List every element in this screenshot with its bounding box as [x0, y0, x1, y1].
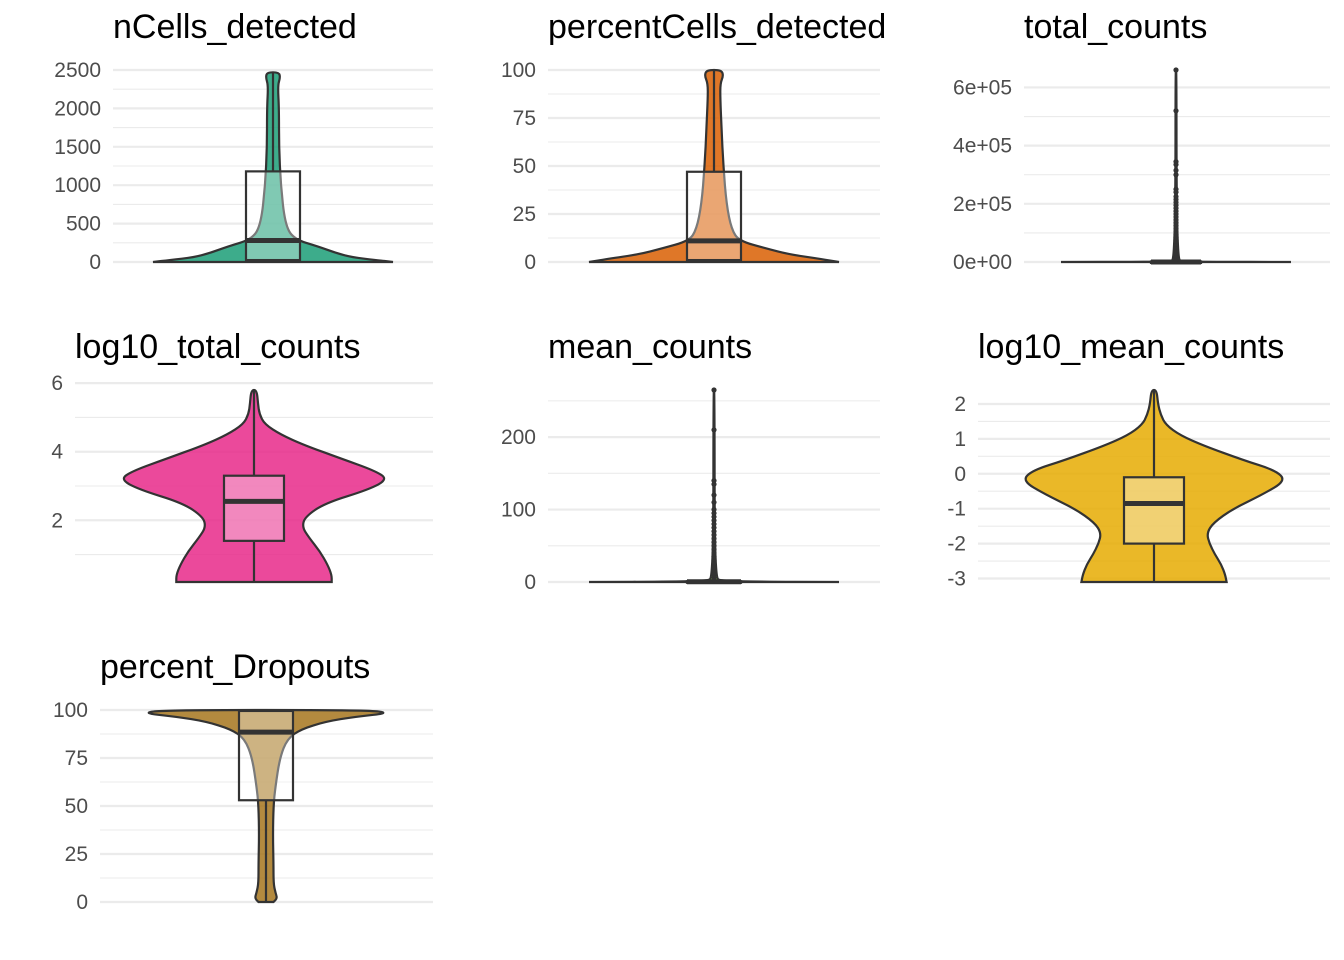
- outlier-point: [711, 550, 717, 556]
- outlier-point: [711, 577, 717, 583]
- y-tick-label: 2: [51, 509, 63, 532]
- outlier-point: [711, 427, 717, 433]
- outlier-point: [1173, 172, 1179, 178]
- y-tick-label: 100: [501, 499, 536, 522]
- panel-title: nCells_detected: [113, 8, 357, 46]
- panel-total-counts: 0e+00 2e+05 4e+05 6e+05 total_counts: [953, 8, 1330, 274]
- panel-log10-total-counts: 2 4 6 log10_total_counts: [51, 328, 433, 584]
- y-tick-label: 25: [65, 843, 88, 866]
- outlier-point: [711, 492, 717, 498]
- y-tick-label: -1: [947, 498, 966, 521]
- panel-title: percentCells_detected: [548, 8, 886, 46]
- outlier-point: [1173, 67, 1179, 73]
- y-tick-label: 75: [65, 747, 88, 770]
- outlier-point: [711, 539, 717, 545]
- y-tick-label: 2000: [54, 97, 101, 120]
- outlier-point: [1173, 108, 1179, 114]
- outlier-point: [1173, 167, 1179, 173]
- y-tick-label: 2500: [54, 59, 101, 82]
- box-iqr: [244, 170, 302, 262]
- y-tick-label: 4: [51, 441, 63, 464]
- y-tick-label: 1: [954, 428, 966, 451]
- y-tick-label: 0e+00: [953, 251, 1012, 274]
- box-iqr: [685, 170, 743, 262]
- outlier-point: [711, 557, 717, 563]
- outlier-point: [1173, 257, 1179, 263]
- outlier-point: [711, 535, 717, 542]
- y-tick-label: 50: [65, 795, 88, 818]
- y-tick-label: 50: [513, 155, 536, 178]
- y-tick-label: 0: [524, 571, 536, 594]
- panel-title: percent_Dropouts: [100, 648, 370, 686]
- y-tick-label: 6e+05: [953, 76, 1012, 99]
- outlier-point: [711, 506, 717, 513]
- box-iqr: [222, 474, 286, 542]
- outlier-point: [711, 525, 717, 531]
- y-tick-label: 0: [76, 891, 88, 914]
- y-tick-label: 75: [513, 107, 536, 130]
- outlier-point: [711, 517, 717, 524]
- outlier-point: [1173, 161, 1179, 168]
- y-tick-label: 0: [954, 463, 966, 486]
- panel-title: log10_total_counts: [75, 328, 360, 366]
- outlier-point: [711, 543, 717, 549]
- panel-percentcells-detected: 0 25 50 75 100 percentCells_detected: [501, 8, 886, 274]
- panel-percent-dropouts: 0 25 50 75 100 percent_Dropouts: [53, 648, 433, 914]
- panel-title: log10_mean_counts: [978, 328, 1284, 366]
- box-iqr: [237, 709, 295, 802]
- y-tick-label: 2e+05: [953, 193, 1012, 216]
- outlier-point: [711, 477, 717, 484]
- outlier-point: [711, 532, 717, 538]
- violin-shape: [122, 388, 386, 584]
- y-tick-label: 0: [89, 251, 101, 274]
- outlier-point: [711, 564, 717, 571]
- y-tick-label: 200: [501, 426, 536, 449]
- y-tick-label: 1000: [54, 174, 101, 197]
- y-tick-label: 100: [501, 59, 536, 82]
- outlier-point: [711, 481, 717, 487]
- box-iqr: [1122, 476, 1186, 545]
- outlier-point: [711, 499, 717, 505]
- y-tick-label: -3: [947, 568, 966, 591]
- outlier-point: [711, 546, 717, 552]
- y-tick-label: 0: [524, 251, 536, 274]
- y-tick-label: 1500: [54, 136, 101, 159]
- y-tick-label: 100: [53, 699, 88, 722]
- y-tick-label: 4e+05: [953, 135, 1012, 158]
- outlier-point: [711, 514, 717, 520]
- panel-mean-counts: 0 100 200 mean_counts: [501, 328, 880, 594]
- panel-title: total_counts: [1024, 8, 1207, 46]
- y-tick-label: -2: [947, 533, 966, 556]
- outlier-point: [711, 568, 717, 574]
- outlier-point: [711, 561, 717, 567]
- outlier-point: [711, 554, 717, 560]
- y-tick-label: 6: [51, 372, 63, 395]
- panel-title: mean_counts: [548, 328, 752, 366]
- outlier-point: [711, 387, 717, 393]
- y-tick-label: 2: [954, 393, 966, 416]
- outlier-point: [711, 521, 717, 527]
- outlier-point: [1173, 189, 1179, 195]
- panel-ncells-detected: 0 500 1000 1500 2000 2500 nCells_detected: [54, 8, 433, 274]
- violin-shape: [1024, 388, 1284, 584]
- panel-log10-mean-counts: -3 -2 -1 0 1 2 log10_mean_counts: [947, 328, 1330, 591]
- outlier-point: [711, 510, 717, 516]
- outlier-point: [711, 528, 717, 534]
- y-tick-label: 500: [66, 213, 101, 236]
- y-tick-label: 25: [513, 203, 536, 226]
